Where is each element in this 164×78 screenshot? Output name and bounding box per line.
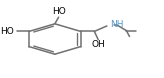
Text: HO: HO (0, 27, 14, 36)
Text: HO: HO (52, 7, 66, 16)
Text: NH: NH (110, 20, 123, 29)
Text: OH: OH (91, 40, 105, 49)
